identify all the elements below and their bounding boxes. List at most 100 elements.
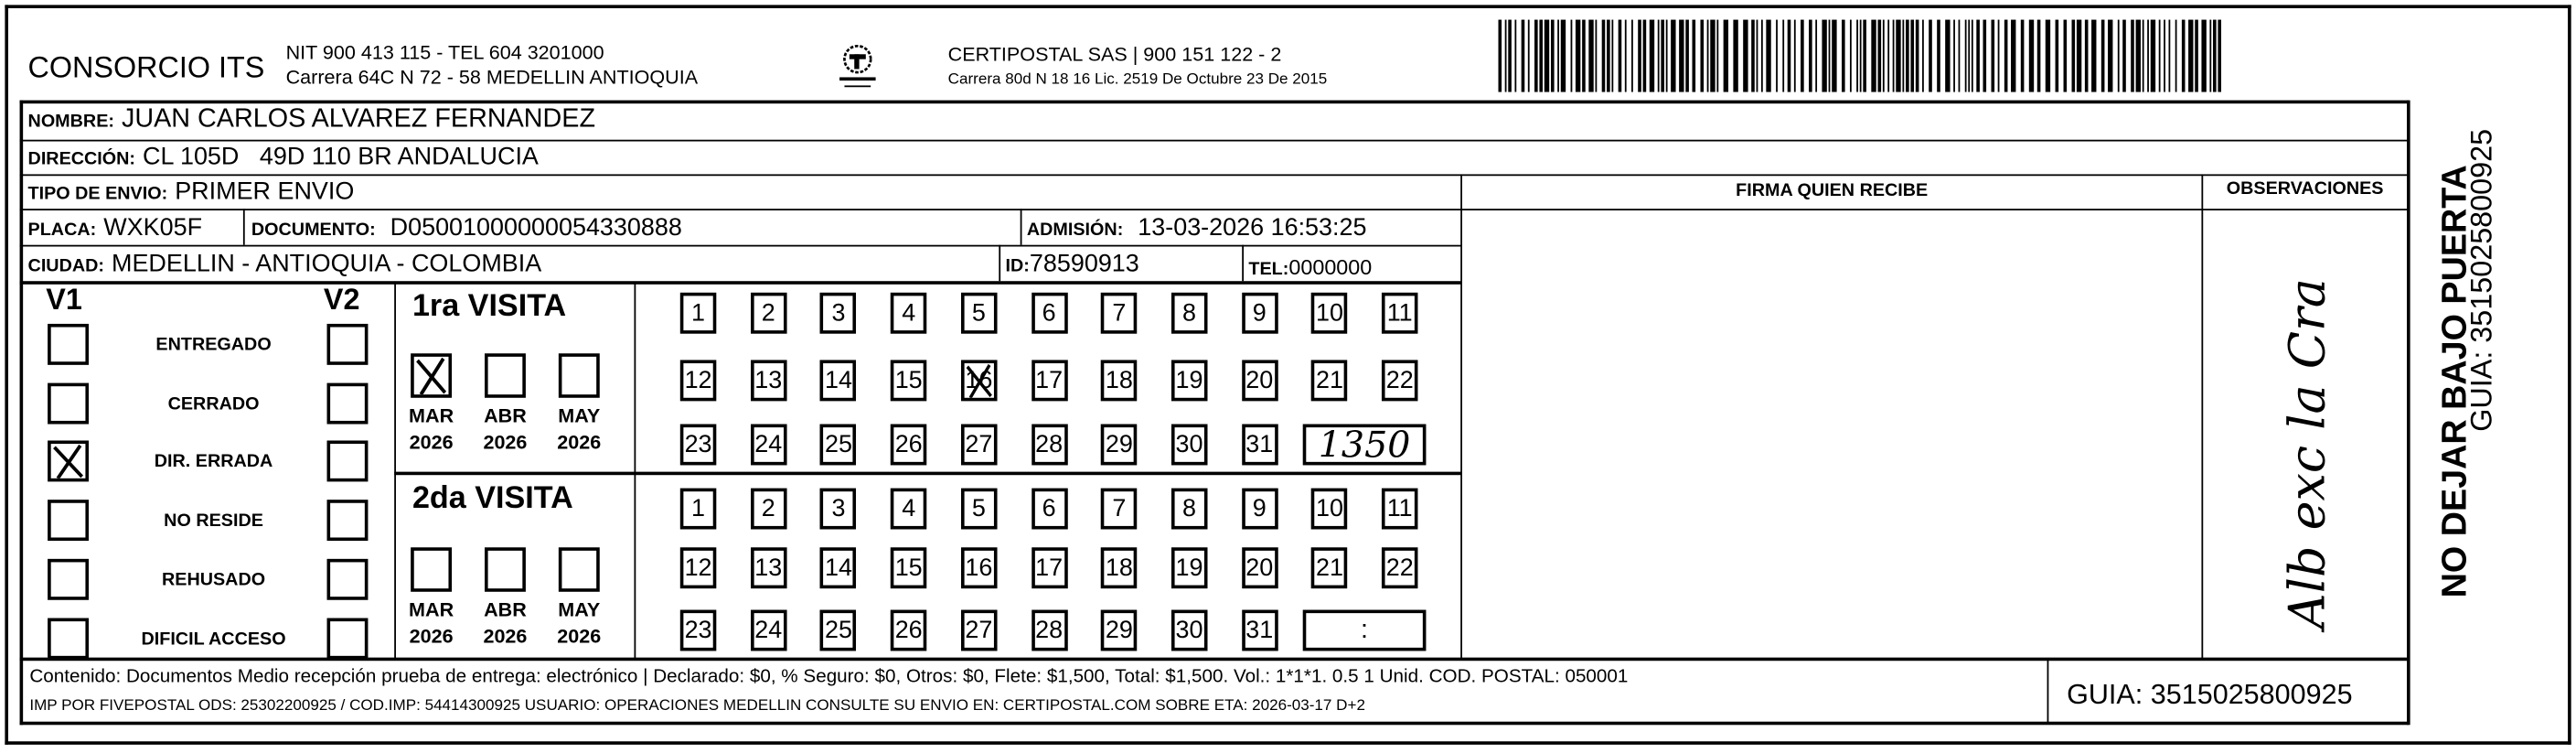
v1-checkbox[interactable] [48,440,90,482]
day-box[interactable]: 17 [1031,360,1067,402]
day-box[interactable]: 21 [1311,360,1348,402]
day-box[interactable]: 31 [1241,609,1278,651]
month-checkbox[interactable] [411,353,453,398]
v2-checkbox[interactable] [326,500,369,542]
day-box[interactable]: 21 [1311,547,1348,589]
time-box[interactable]: 1350 [1302,424,1427,468]
barcode-bar [1906,19,1909,92]
day-box[interactable]: 9 [1241,488,1278,530]
day-box[interactable]: 9 [1241,292,1278,334]
day-box[interactable]: 26 [890,609,927,651]
barcode-bar [2175,19,2177,92]
day-box[interactable]: 2 [750,292,787,334]
month-checkbox[interactable] [558,353,600,398]
v2-checkbox[interactable] [326,618,369,660]
day-box[interactable]: 20 [1241,360,1278,402]
day-box[interactable]: 8 [1170,488,1208,530]
time-box[interactable]: : [1302,609,1427,651]
barcode-bar [2131,19,2134,92]
day-box[interactable]: 8 [1170,292,1208,334]
month-checkbox[interactable] [558,547,600,592]
v1-checkbox[interactable] [48,500,90,542]
v2-checkbox[interactable] [326,382,369,425]
month-checkbox[interactable] [411,547,453,592]
day-box[interactable]: 12 [679,360,717,402]
day-box[interactable]: 17 [1031,547,1067,589]
day-box[interactable]: 27 [960,424,998,466]
day-box[interactable]: 24 [750,609,787,651]
barcode-bar [1929,19,1932,92]
day-box[interactable]: 23 [679,424,717,466]
day-box[interactable]: 15 [890,360,927,402]
v1-checkbox[interactable] [48,323,90,365]
day-box[interactable]: 12 [679,547,717,589]
admision-value: 13-03-2026 16:53:25 [1138,213,1367,242]
day-box[interactable]: 1 [679,488,717,530]
day-box[interactable]: 22 [1381,360,1418,402]
day-box[interactable]: 7 [1101,488,1138,530]
barcode-bar [1809,19,1812,92]
day-box[interactable]: 22 [1381,547,1418,589]
v2-checkbox[interactable] [326,440,369,482]
day-box[interactable]: 5 [960,488,998,530]
day-box[interactable]: 7 [1101,292,1138,334]
placa-label: PLACA: [27,220,97,241]
sender-nit: NIT 900 413 115 - TEL 604 3201000 [285,40,604,65]
day-box[interactable]: 3 [820,488,857,530]
day-box[interactable]: 24 [750,424,787,466]
time-value: 1350 [1318,425,1411,468]
day-box[interactable]: 28 [1031,609,1067,651]
day-box[interactable]: 2 [750,488,787,530]
day-box[interactable]: 16 [960,547,998,589]
day-box[interactable]: 10 [1311,488,1348,530]
barcode-bar [1871,19,1876,92]
day-box[interactable]: 30 [1170,424,1208,466]
day-box[interactable]: 30 [1170,609,1208,651]
day-box[interactable]: 26 [890,424,927,466]
day-box[interactable]: 23 [679,609,717,651]
day-box[interactable]: 3 [820,292,857,334]
v1-checkbox[interactable] [48,382,90,425]
day-box[interactable]: 27 [960,609,998,651]
barcode-bar [1964,19,1967,92]
day-box[interactable]: 16 [960,360,998,402]
month-label: MAY [558,597,601,622]
day-box[interactable]: 29 [1101,424,1138,466]
rule [634,283,636,660]
day-box[interactable]: 29 [1101,609,1138,651]
day-box[interactable]: 19 [1170,547,1208,589]
v1-checkbox[interactable] [48,618,90,660]
barcode-bar [1601,19,1606,92]
day-box[interactable]: 28 [1031,424,1067,466]
day-box[interactable]: 31 [1241,424,1278,466]
day-box[interactable]: 18 [1101,360,1138,402]
signature-area[interactable] [1464,210,2200,658]
v1-checkbox[interactable] [48,558,90,600]
v2-checkbox[interactable] [326,558,369,600]
tel-label: TEL: [1248,259,1289,280]
barcode-bar [1657,19,1660,92]
day-box[interactable]: 14 [820,547,857,589]
day-box[interactable]: 1 [679,292,717,334]
day-box[interactable]: 11 [1381,292,1418,334]
day-box[interactable]: 6 [1031,292,1067,334]
month-checkbox[interactable] [484,353,526,398]
status-label: NO RESIDE [164,511,263,532]
day-box[interactable]: 13 [750,547,787,589]
day-box[interactable]: 14 [820,360,857,402]
day-box[interactable]: 13 [750,360,787,402]
day-box[interactable]: 18 [1101,547,1138,589]
day-box[interactable]: 6 [1031,488,1067,530]
day-box[interactable]: 25 [820,609,857,651]
day-box[interactable]: 15 [890,547,927,589]
day-box[interactable]: 4 [890,292,927,334]
month-checkbox[interactable] [484,547,526,592]
day-box[interactable]: 19 [1170,360,1208,402]
v2-checkbox[interactable] [326,323,369,365]
day-box[interactable]: 20 [1241,547,1278,589]
day-box[interactable]: 11 [1381,488,1418,530]
day-box[interactable]: 4 [890,488,927,530]
day-box[interactable]: 25 [820,424,857,466]
day-box[interactable]: 10 [1311,292,1348,334]
day-box[interactable]: 5 [960,292,998,334]
